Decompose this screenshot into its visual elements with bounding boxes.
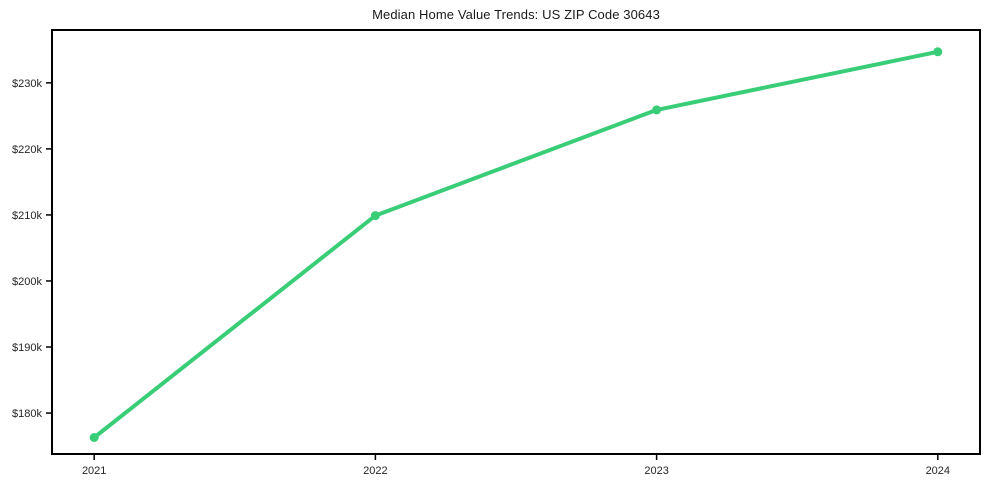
y-axis-tick-label: $230k <box>12 78 42 90</box>
data-point-2024 <box>933 47 943 57</box>
x-axis-tick-label: 2024 <box>926 465 950 477</box>
x-axis-tick-label: 2022 <box>363 465 387 477</box>
y-axis-tick-label: $210k <box>12 210 42 222</box>
data-point-2021 <box>89 433 99 442</box>
y-axis-tick-label: $220k <box>12 144 42 156</box>
data-point-2023 <box>652 105 662 115</box>
x-axis-tick-label: 2023 <box>644 465 668 477</box>
y-axis-tick-label: $190k <box>12 342 42 354</box>
y-axis-tick-label: $180k <box>12 408 42 420</box>
chart-title: Median Home Value Trends: US ZIP Code 30… <box>372 7 660 22</box>
plot-border <box>51 29 981 455</box>
y-axis-tick-label: $200k <box>12 276 42 288</box>
data-point-2022 <box>370 211 380 221</box>
trend-line <box>92 49 940 440</box>
x-axis-tick-label: 2021 <box>82 465 106 477</box>
